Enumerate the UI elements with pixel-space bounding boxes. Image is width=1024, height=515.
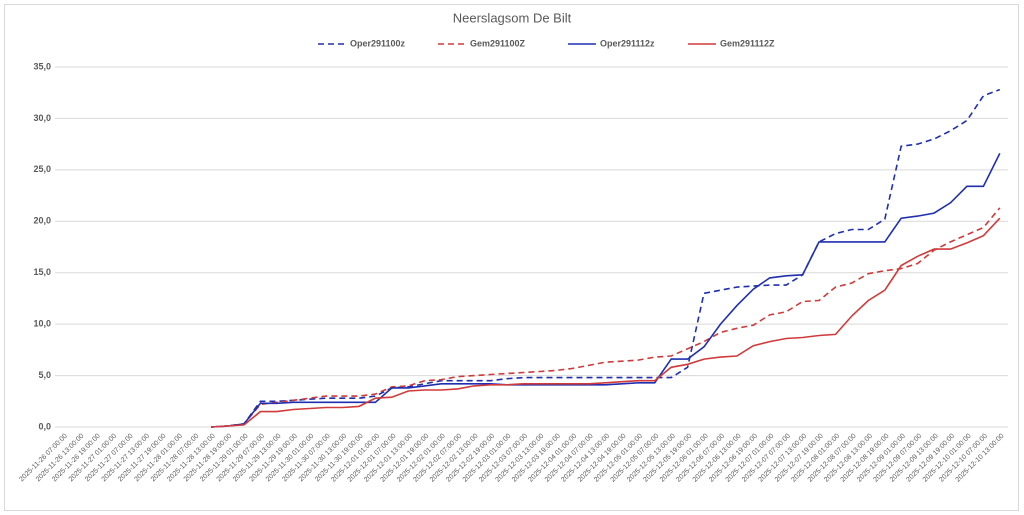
legend-label: Oper291100z [350, 38, 406, 48]
series-line [211, 207, 1001, 428]
legend-item: Gem291112Z [688, 38, 775, 48]
legend-label: Gem291112Z [720, 38, 775, 48]
y-tick-label: 30,0 [33, 113, 51, 123]
chart-title: Neerslagsom De Bilt [453, 10, 572, 25]
series-line [211, 217, 1001, 428]
series-line [211, 153, 1001, 428]
y-tick-label: 25,0 [33, 164, 51, 174]
legend-label: Oper291112z [600, 38, 655, 48]
y-tick-label: 15,0 [33, 267, 51, 277]
legend-label: Gem291100Z [470, 38, 526, 48]
legend-item: Gem291100Z [438, 38, 526, 48]
legend-item: Oper291112z [568, 38, 655, 48]
y-tick-label: 0,0 [38, 421, 51, 431]
legend-item: Oper291100z [318, 38, 406, 48]
series-line [211, 88, 1001, 428]
y-tick-label: 5,0 [38, 370, 51, 380]
y-tick-label: 20,0 [33, 216, 51, 226]
chart-frame [4, 4, 1019, 511]
y-tick-label: 35,0 [33, 61, 51, 71]
y-tick-label: 10,0 [33, 319, 51, 329]
